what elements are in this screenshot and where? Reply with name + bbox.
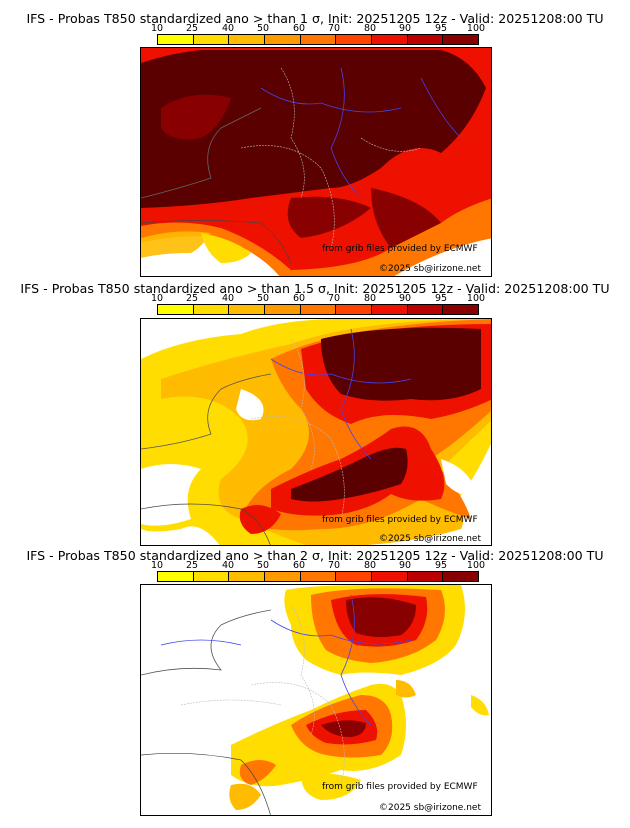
colorbar-tick: 70 bbox=[327, 23, 341, 34]
colorbar bbox=[157, 34, 479, 45]
colorbar-swatch bbox=[193, 572, 230, 581]
panel-1sigma: IFS - Probas T850 standardized ano > tha… bbox=[0, 0, 630, 277]
panel-title: IFS - Probas T850 standardized ano > tha… bbox=[20, 281, 610, 296]
colorbar-tick: 95 bbox=[434, 293, 448, 304]
colorbar-swatch bbox=[158, 305, 194, 314]
colorbar-tick: 90 bbox=[398, 560, 412, 571]
colorbar-swatch bbox=[336, 572, 373, 581]
colorbar-tick: 40 bbox=[221, 560, 235, 571]
colorbar-tick: 60 bbox=[292, 560, 306, 571]
colorbar-swatch bbox=[407, 305, 444, 314]
colorbar-tick-labels: 10 25 40 50 60 70 80 90 95 100 bbox=[150, 293, 486, 305]
colorbar-tick: 25 bbox=[185, 23, 199, 34]
colorbar-tick: 90 bbox=[398, 23, 412, 34]
colorbar-tick: 50 bbox=[256, 560, 270, 571]
colorbar-tick: 95 bbox=[434, 560, 448, 571]
colorbar-swatch bbox=[300, 305, 337, 314]
colorbar-swatch bbox=[158, 572, 194, 581]
map-canvas bbox=[141, 48, 491, 276]
colorbar-swatch bbox=[336, 305, 373, 314]
colorbar bbox=[157, 571, 479, 582]
colorbar-tick: 80 bbox=[363, 23, 377, 34]
colorbar-swatch bbox=[372, 305, 408, 314]
copyright: ©2025 sb@irizone.net bbox=[379, 264, 481, 274]
colorbar bbox=[157, 304, 479, 315]
colorbar-tick: 10 bbox=[150, 23, 164, 34]
colorbar-swatch bbox=[407, 572, 444, 581]
colorbar-swatch bbox=[265, 572, 301, 581]
map-canvas bbox=[141, 585, 491, 815]
colorbar-swatch bbox=[336, 35, 373, 44]
panel-2sigma: IFS - Probas T850 standardized ano > tha… bbox=[0, 546, 630, 822]
colorbar-tick: 70 bbox=[327, 560, 341, 571]
colorbar-swatch bbox=[300, 35, 337, 44]
copyright: ©2025 sb@irizone.net bbox=[379, 803, 481, 813]
map-canvas bbox=[141, 319, 491, 545]
data-credit: from grib files provided by ECMWF bbox=[322, 244, 478, 254]
colorbar-swatch bbox=[265, 305, 301, 314]
colorbar-swatch bbox=[372, 572, 408, 581]
panel-1.5sigma: IFS - Probas T850 standardized ano > tha… bbox=[0, 276, 630, 546]
colorbar-tick: 60 bbox=[292, 23, 306, 34]
colorbar-swatch bbox=[193, 305, 230, 314]
colorbar-swatch bbox=[158, 35, 194, 44]
copyright: ©2025 sb@irizone.net bbox=[379, 534, 481, 544]
colorbar-tick: 10 bbox=[150, 560, 164, 571]
colorbar-tick: 25 bbox=[185, 293, 199, 304]
probability-map: from grib files provided by ECMWF ©2025 … bbox=[140, 318, 492, 546]
colorbar-tick: 100 bbox=[466, 293, 486, 304]
colorbar-tick: 25 bbox=[185, 560, 199, 571]
colorbar-swatch bbox=[443, 572, 479, 581]
colorbar-tick: 100 bbox=[466, 23, 486, 34]
probability-map: from grib files provided by ECMWF ©2025 … bbox=[140, 584, 492, 816]
colorbar-tick: 95 bbox=[434, 23, 448, 34]
colorbar-tick: 60 bbox=[292, 293, 306, 304]
colorbar-swatch bbox=[443, 35, 479, 44]
colorbar-swatch bbox=[265, 35, 301, 44]
colorbar-tick: 40 bbox=[221, 23, 235, 34]
colorbar-swatch bbox=[443, 305, 479, 314]
colorbar-tick: 80 bbox=[363, 293, 377, 304]
colorbar-tick: 80 bbox=[363, 560, 377, 571]
colorbar-tick: 50 bbox=[256, 23, 270, 34]
colorbar-swatch bbox=[229, 35, 266, 44]
colorbar-tick-labels: 10 25 40 50 60 70 80 90 95 100 bbox=[150, 23, 486, 35]
colorbar-swatch bbox=[229, 305, 266, 314]
colorbar-swatch bbox=[193, 35, 230, 44]
probability-map: from grib files provided by ECMWF ©2025 … bbox=[140, 47, 492, 277]
colorbar-swatch bbox=[300, 572, 337, 581]
colorbar-swatch bbox=[372, 35, 408, 44]
colorbar-tick: 100 bbox=[466, 560, 486, 571]
colorbar-tick: 40 bbox=[221, 293, 235, 304]
colorbar-tick: 10 bbox=[150, 293, 164, 304]
panel-title: IFS - Probas T850 standardized ano > tha… bbox=[26, 11, 604, 26]
data-credit: from grib files provided by ECMWF bbox=[322, 782, 478, 792]
colorbar-tick: 90 bbox=[398, 293, 412, 304]
colorbar-tick-labels: 10 25 40 50 60 70 80 90 95 100 bbox=[150, 560, 486, 572]
data-credit: from grib files provided by ECMWF bbox=[322, 515, 478, 525]
colorbar-swatch bbox=[407, 35, 444, 44]
colorbar-tick: 70 bbox=[327, 293, 341, 304]
colorbar-swatch bbox=[229, 572, 266, 581]
colorbar-tick: 50 bbox=[256, 293, 270, 304]
panel-title: IFS - Probas T850 standardized ano > tha… bbox=[26, 548, 604, 563]
